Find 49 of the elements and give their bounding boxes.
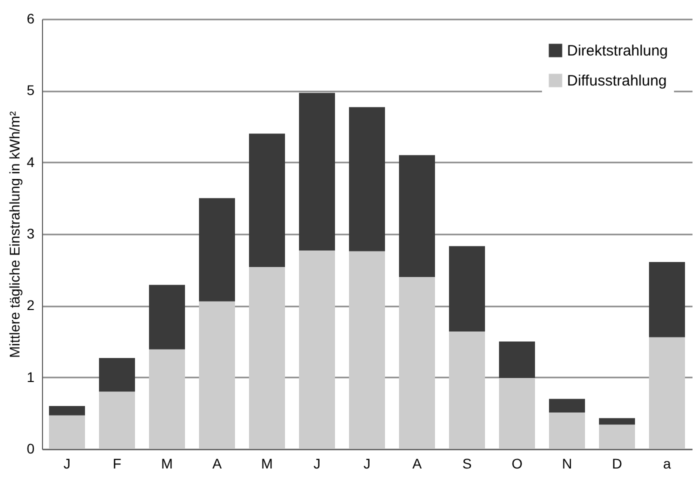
bar: [99, 358, 135, 392]
x-tick-label: J: [64, 456, 70, 472]
bar: [349, 251, 385, 449]
y-tick-label: 2: [26, 297, 35, 314]
bar: [449, 246, 485, 332]
x-tick-label: O: [512, 456, 523, 472]
x-tick-label: a: [663, 456, 672, 472]
y-tick-label: 4: [26, 154, 35, 170]
bar: [449, 331, 485, 449]
bar: [249, 134, 285, 267]
x-tick-label: M: [161, 456, 173, 472]
x-tick-label: J: [314, 456, 320, 472]
x-tick-label: N: [562, 456, 572, 472]
bar: [649, 337, 685, 449]
y-tick-label: 3: [26, 226, 35, 242]
y-tick-label: 6: [26, 10, 35, 26]
bar: [399, 277, 435, 449]
x-tick-label: J: [364, 456, 370, 472]
bar: [549, 412, 585, 449]
y-axis-title: Mittlere tägliche Einstrahlung in kWh/m²: [6, 110, 23, 358]
bar: [599, 424, 635, 449]
bar: [649, 262, 685, 338]
bar: [549, 398, 585, 412]
x-tick-label: D: [612, 456, 622, 472]
bar: [99, 392, 135, 449]
bar: [199, 198, 235, 302]
legend-label: Diffusstrahlung: [567, 72, 667, 90]
x-tick-label: S: [462, 456, 472, 472]
bar: [149, 349, 185, 449]
bar: [599, 418, 635, 425]
bar: [49, 406, 85, 416]
x-tick-label: F: [112, 456, 122, 472]
bar: [149, 284, 185, 350]
bar: [499, 378, 535, 449]
legend-label: Direktstrahlung: [567, 42, 668, 60]
bar: [399, 155, 435, 277]
bar: [49, 415, 85, 449]
bar: [199, 301, 235, 449]
x-tick-label: A: [212, 456, 222, 472]
y-tick-label: 1: [26, 368, 35, 385]
bar: [349, 107, 385, 252]
bar: [249, 266, 285, 449]
bar: [299, 92, 335, 250]
y-tick-label: 0: [26, 440, 35, 456]
bar: [499, 342, 535, 378]
y-tick-label: 5: [26, 82, 35, 98]
bar: [299, 250, 335, 449]
x-tick-label: M: [261, 456, 273, 472]
x-tick-label: A: [412, 456, 422, 472]
